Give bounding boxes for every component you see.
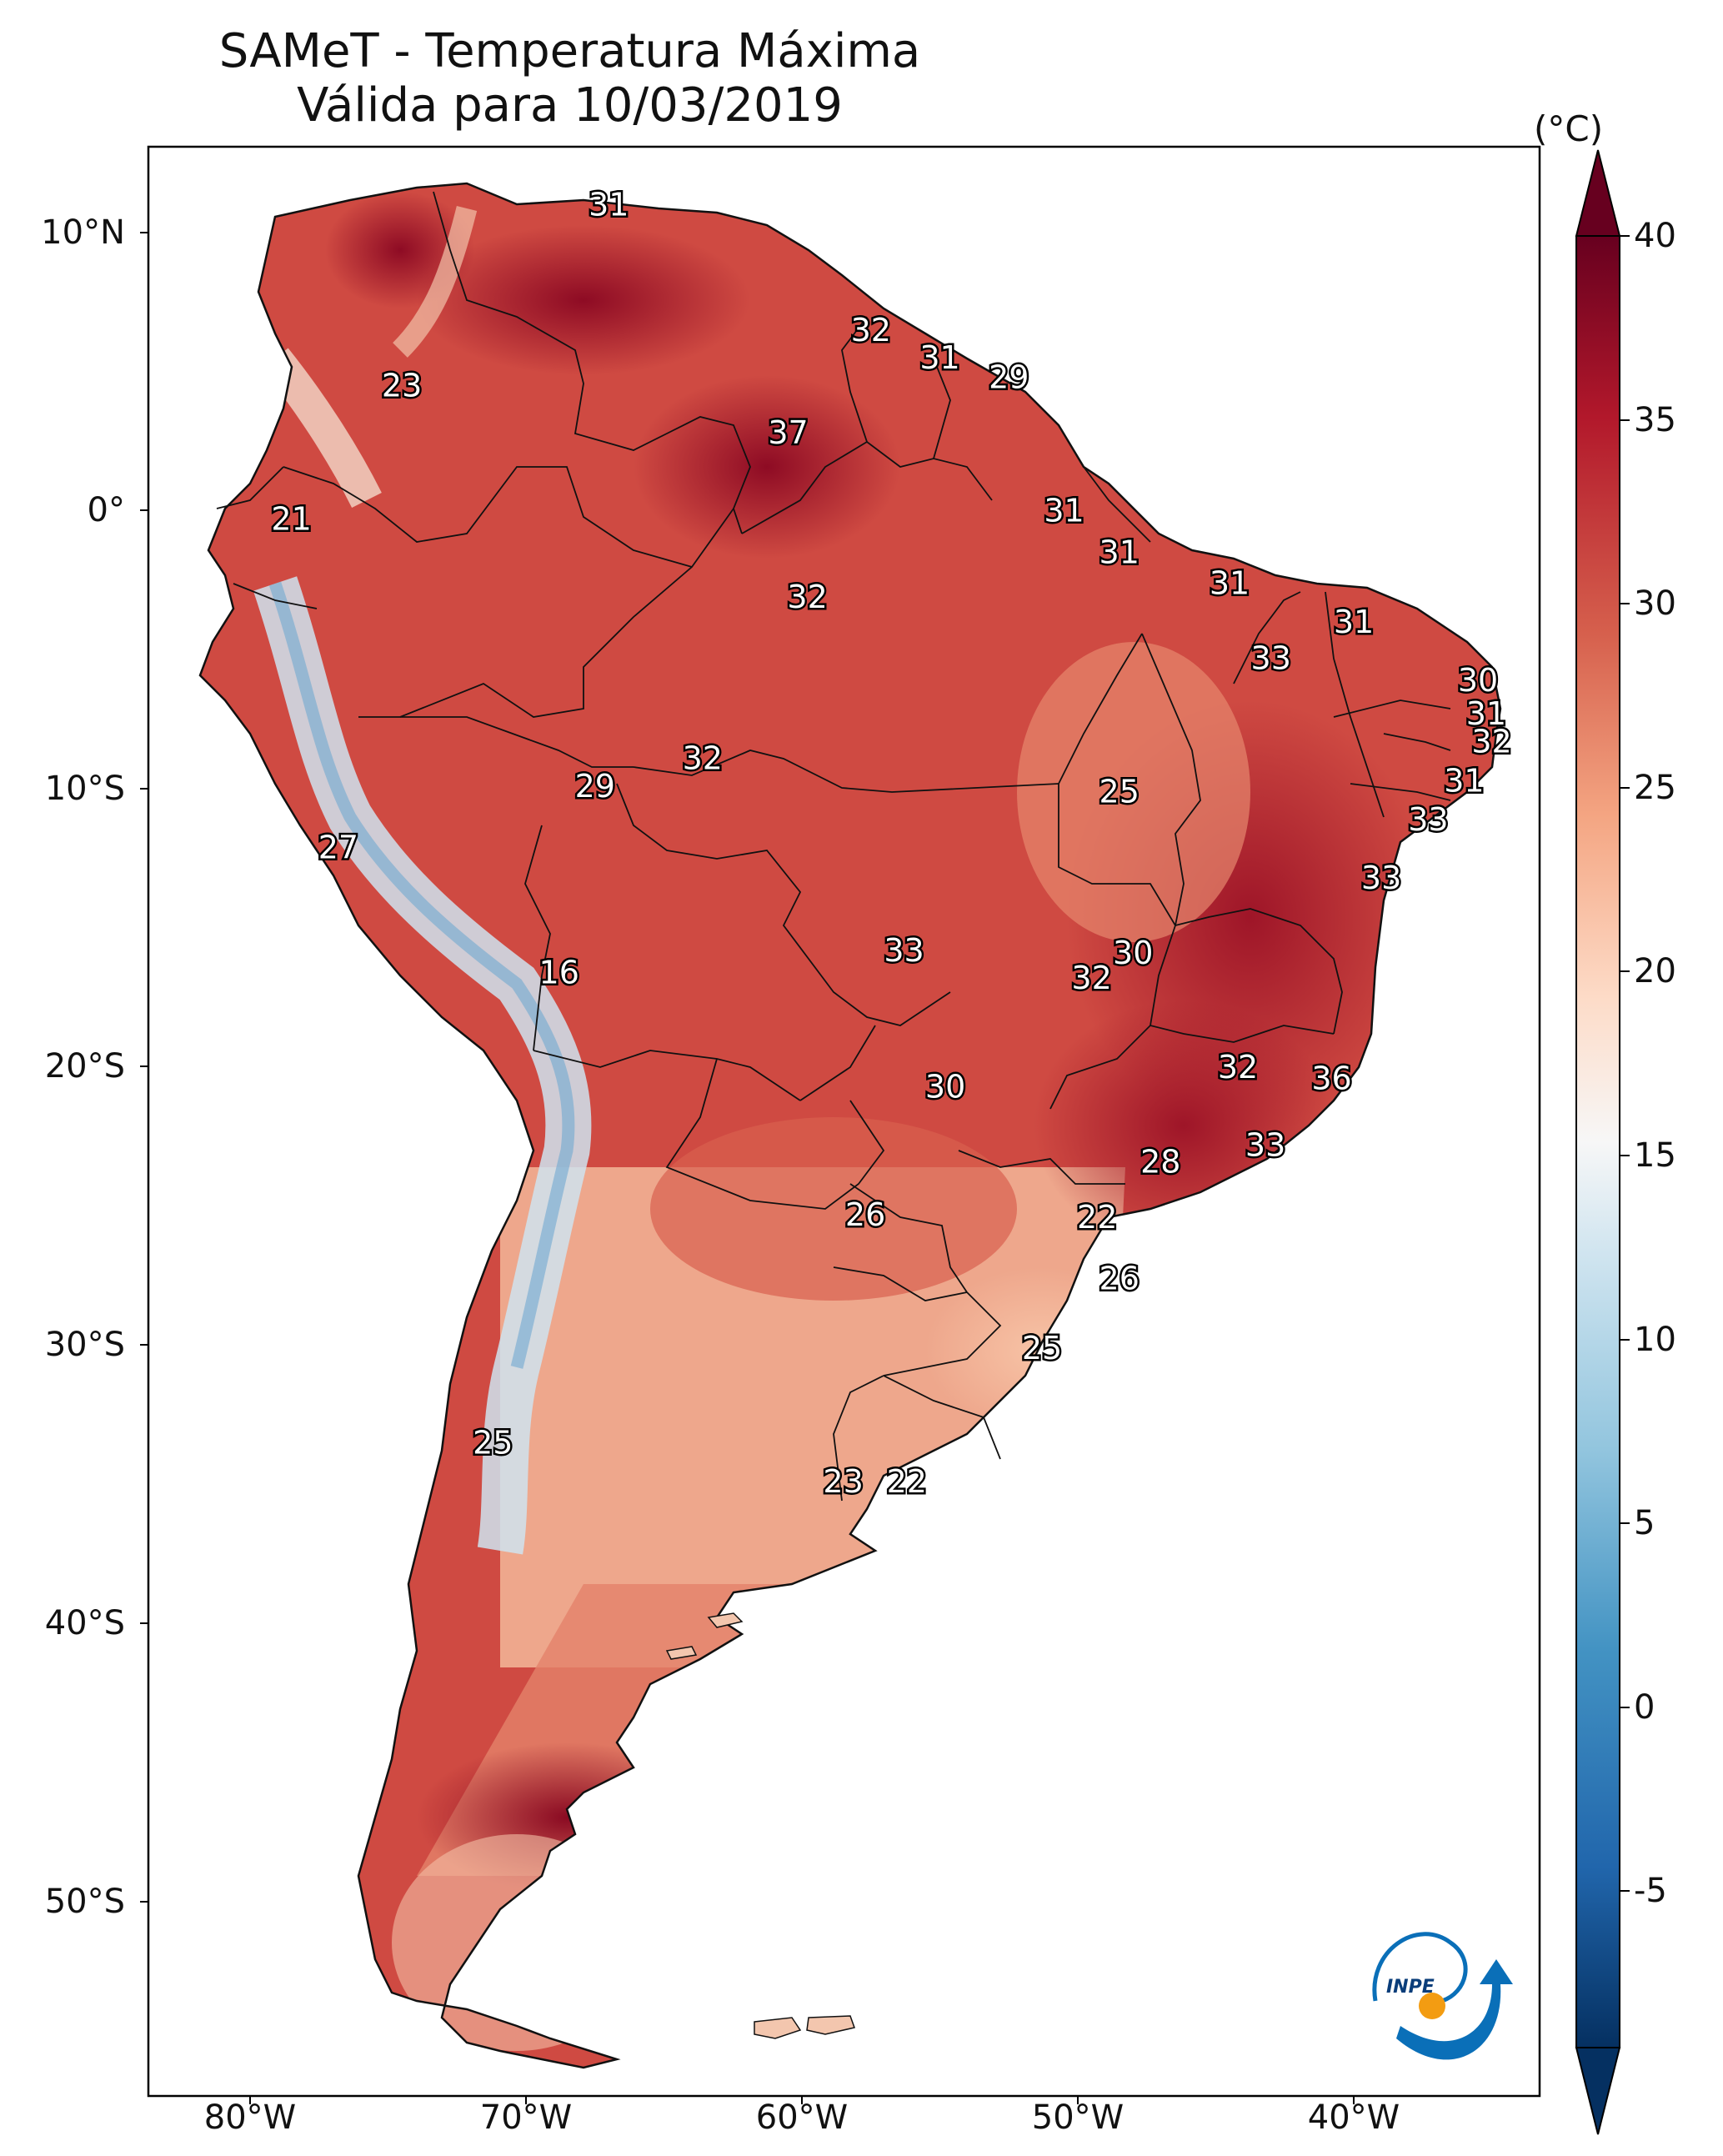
colorbar-label-minus5: -5 xyxy=(1634,1872,1667,1910)
colorbar-label-35: 35 xyxy=(1634,401,1676,439)
temperature-label: 26 xyxy=(845,1196,885,1233)
colorbar-label-0: 0 xyxy=(1634,1688,1655,1727)
temperature-label: 32 xyxy=(683,740,723,777)
lat-label-10s: 10°S xyxy=(44,770,125,808)
map-subtitle: Válida para 10/03/2019 xyxy=(297,78,843,133)
colorbar-bottom-extension xyxy=(1575,2047,1621,2135)
temperature-label: 32 xyxy=(1471,724,1511,760)
temperature-label: 37 xyxy=(768,414,808,451)
temperature-label: 23 xyxy=(382,368,422,404)
temperature-label: 29 xyxy=(989,359,1029,396)
lon-label-60w: 60°W xyxy=(755,2098,849,2137)
temperature-label: 30 xyxy=(1113,935,1153,971)
map-frame xyxy=(147,145,1541,2098)
temperature-label: 30 xyxy=(1458,662,1498,699)
lat-label-30s: 30°S xyxy=(44,1326,125,1364)
temperature-label: 25 xyxy=(1099,774,1139,810)
temperature-label: 33 xyxy=(884,932,924,969)
temperature-label: 32 xyxy=(851,312,891,348)
lon-label-50w: 50°W xyxy=(1031,2098,1124,2137)
temperature-label: 31 xyxy=(1099,534,1139,571)
temperature-label: 16 xyxy=(539,955,579,991)
colorbar-bar xyxy=(1575,235,1620,2048)
lon-label-80w: 80°W xyxy=(203,2098,297,2137)
temperature-label: 30 xyxy=(925,1068,965,1105)
temperature-label: 33 xyxy=(1408,801,1448,838)
lat-label-40s: 40°S xyxy=(44,1604,125,1642)
inpe-logo-arrow xyxy=(1396,1959,1513,2060)
colorbar-label-15: 15 xyxy=(1634,1136,1676,1175)
temperature-label: 33 xyxy=(1361,860,1401,896)
inpe-logo-dot xyxy=(1419,1993,1445,2019)
colorbar-ticks xyxy=(1620,235,1630,1892)
colorbar-label-5: 5 xyxy=(1634,1504,1655,1542)
temperature-label: 22 xyxy=(887,1463,927,1500)
temperature-label: 25 xyxy=(1022,1330,1062,1366)
inpe-logo-swirl xyxy=(1372,1932,1468,2003)
colorbar xyxy=(1575,149,1630,2135)
colorbar-label-30: 30 xyxy=(1634,584,1676,623)
lat-label-50s: 50°S xyxy=(44,1883,125,1921)
temperature-label: 29 xyxy=(575,768,615,805)
temperature-label: 31 xyxy=(919,339,959,376)
temperature-label: 31 xyxy=(1044,493,1084,529)
colorbar-label-10: 10 xyxy=(1634,1321,1676,1359)
temperature-label: 23 xyxy=(823,1463,863,1500)
temperature-label: 33 xyxy=(1251,640,1291,677)
temperature-label: 21 xyxy=(271,501,311,538)
temperature-label: 25 xyxy=(473,1425,513,1462)
inpe-logo: INPE xyxy=(1372,1932,1513,2060)
lon-label-70w: 70°W xyxy=(479,2098,573,2137)
temperature-label: 32 xyxy=(1071,960,1111,996)
temperature-label: 27 xyxy=(318,829,358,865)
lat-label-20s: 20°S xyxy=(44,1047,125,1086)
colorbar-label-25: 25 xyxy=(1634,769,1676,807)
temperature-label: 31 xyxy=(1334,604,1374,640)
temperature-label: 28 xyxy=(1140,1143,1180,1180)
lon-label-40w: 40°W xyxy=(1307,2098,1400,2137)
temperature-label: 33 xyxy=(1245,1126,1285,1163)
temperature-label: 31 xyxy=(589,187,629,223)
islands xyxy=(665,1612,855,2039)
colorbar-label-40: 40 xyxy=(1634,217,1676,255)
inpe-logo-text: INPE xyxy=(1386,1977,1435,1998)
lat-label-0: 0° xyxy=(87,491,125,529)
temperature-label: 22 xyxy=(1077,1199,1117,1236)
colorbar-unit: (°C) xyxy=(1534,108,1604,149)
temperature-label: 32 xyxy=(1218,1049,1258,1086)
temperature-label: 31 xyxy=(1444,762,1484,799)
map-title: SAMeT - Temperatura Máxima xyxy=(218,24,921,78)
temperature-label: 32 xyxy=(787,579,827,615)
axis-ticks xyxy=(140,232,1355,2104)
colorbar-label-20: 20 xyxy=(1634,952,1676,990)
temperature-label: 31 xyxy=(1466,695,1506,732)
colorbar-top-extension xyxy=(1575,149,1621,237)
temperature-label: 36 xyxy=(1311,1060,1351,1096)
temperature-label: 31 xyxy=(1210,564,1250,601)
country-borders xyxy=(216,191,1451,1502)
lat-label-10n: 10°N xyxy=(41,213,125,252)
temperature-label: 26 xyxy=(1099,1261,1139,1297)
